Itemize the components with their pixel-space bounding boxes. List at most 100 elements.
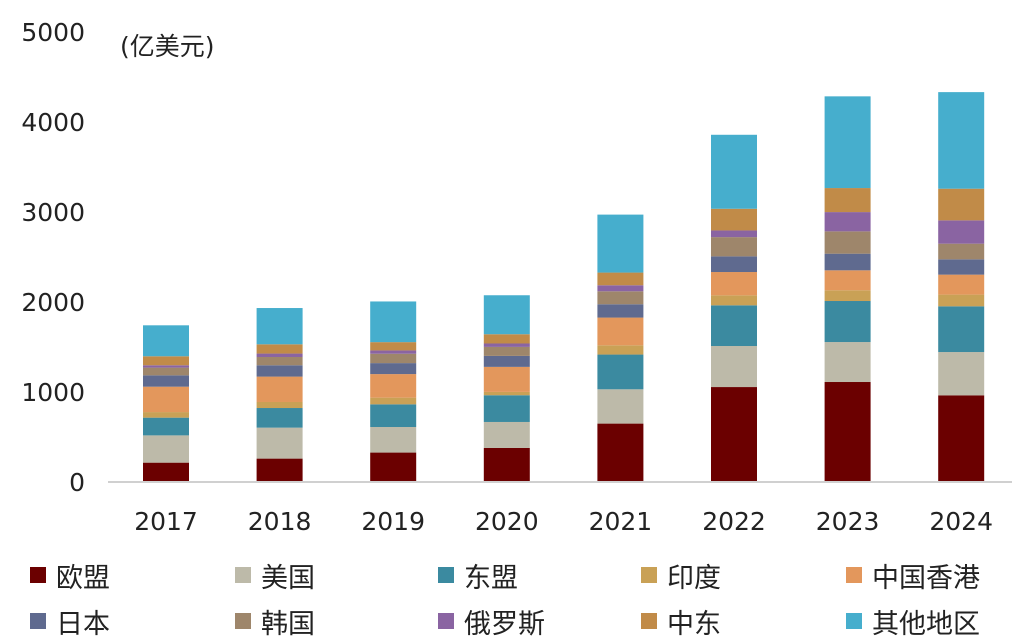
legend-label: 中东	[667, 608, 721, 640]
bar-segment-2019-7	[370, 350, 417, 354]
bar-segment-2018-0	[256, 458, 303, 482]
bar-segment-2021-8	[597, 272, 644, 286]
legend-label: 美国	[261, 562, 315, 594]
bar-segment-2017-0	[143, 462, 189, 482]
y-tick-label: 0	[69, 468, 85, 497]
legend-swatch	[235, 567, 251, 583]
legend-item: 其他地区	[846, 602, 1024, 640]
bar-segment-2020-5	[483, 355, 530, 367]
legend-label: 印度	[667, 562, 721, 594]
bar-segment-2018-2	[256, 408, 303, 428]
bar-segment-2018-8	[256, 344, 303, 354]
bar-segment-2022-5	[711, 256, 757, 273]
stacked-bar-chart: (亿美元) 0 1000 2000 3000 4000 5000 2017 2018 2019…	[21, 18, 1012, 536]
legend-label: 中国香港	[872, 562, 980, 594]
bar-segment-2021-0	[597, 423, 644, 482]
bar-segment-2021-1	[597, 389, 644, 424]
bar-segment-2021-6	[597, 291, 644, 305]
legend-item: 中国香港	[846, 556, 1024, 594]
bar-segment-2024-0	[938, 395, 985, 482]
bar-segment-2018-7	[256, 353, 303, 357]
bar-segment-2021-9	[597, 214, 644, 273]
bar-segment-2020-4	[483, 366, 530, 392]
legend-label: 欧盟	[56, 562, 110, 594]
legend-label: 俄罗斯	[464, 608, 545, 640]
legend-item: 东盟	[438, 556, 641, 594]
legend-item: 韩国	[235, 602, 438, 640]
bar-segment-2017-6	[143, 367, 189, 376]
legend-label: 韩国	[261, 608, 315, 640]
x-tick-label: 2024	[929, 507, 993, 536]
legend-item: 印度	[641, 556, 846, 594]
bar-segment-2020-9	[483, 295, 530, 335]
bar-segment-2024-9	[938, 92, 985, 189]
legend-swatch	[641, 567, 657, 583]
bar-segment-2022-1	[711, 346, 757, 388]
y-tick-label: 4000	[21, 108, 85, 137]
bar-segment-2023-0	[824, 382, 871, 482]
bar-segment-2023-8	[824, 188, 871, 213]
bar-segment-2022-9	[711, 134, 757, 209]
legend-swatch	[438, 613, 454, 629]
bar-segment-2024-7	[938, 220, 985, 244]
bar-segment-2019-3	[370, 397, 417, 405]
bar-segment-2022-7	[711, 230, 757, 238]
bar-segment-2023-6	[824, 231, 871, 254]
bar-segment-2023-9	[824, 96, 871, 189]
bar-segment-2024-6	[938, 243, 985, 260]
bar-segment-2022-6	[711, 237, 757, 257]
bar-segment-2022-4	[711, 272, 757, 296]
legend-item: 俄罗斯	[438, 602, 641, 640]
bar-segment-2019-1	[370, 427, 417, 453]
bar-segment-2023-1	[824, 342, 871, 383]
bar-segment-2021-4	[597, 317, 644, 346]
bar-segment-2022-3	[711, 295, 757, 306]
bar-segment-2017-1	[143, 435, 189, 463]
bar-segment-2021-5	[597, 304, 644, 318]
bar-segment-2017-9	[143, 325, 189, 357]
x-tick-label: 2018	[248, 507, 312, 536]
bars	[143, 92, 985, 482]
y-tick-label: 1000	[21, 378, 85, 407]
bar-segment-2023-3	[824, 290, 871, 302]
bar-segment-2022-0	[711, 387, 757, 482]
legend-label: 东盟	[464, 562, 518, 594]
bar-segment-2018-1	[256, 427, 303, 459]
x-tick-label: 2019	[361, 507, 425, 536]
legend-label: 日本	[56, 608, 110, 640]
bar-segment-2019-6	[370, 353, 417, 364]
bar-segment-2018-4	[256, 376, 303, 402]
bar-segment-2020-7	[483, 343, 530, 347]
bar-segment-2023-5	[824, 253, 871, 271]
bar-segment-2020-2	[483, 395, 530, 422]
legend-swatch	[438, 567, 454, 583]
bar-segment-2017-4	[143, 386, 189, 413]
legend: 欧盟 美国 东盟 印度 中国香港 日本 韩国 俄罗斯 中东 其他地区	[30, 556, 1020, 640]
legend-item: 美国	[235, 556, 438, 594]
legend-swatch	[846, 567, 862, 583]
bar-segment-2020-0	[483, 447, 530, 482]
bar-segment-2024-4	[938, 274, 985, 295]
bar-segment-2024-5	[938, 259, 985, 275]
legend-swatch	[235, 613, 251, 629]
bar-segment-2017-8	[143, 356, 189, 366]
bar-segment-2023-7	[824, 212, 871, 232]
bar-segment-2019-0	[370, 452, 417, 482]
legend-swatch	[30, 613, 46, 629]
bar-segment-2021-2	[597, 354, 644, 390]
legend-item: 日本	[30, 602, 235, 640]
y-tick-label: 5000	[21, 18, 85, 47]
bar-segment-2018-5	[256, 365, 303, 377]
x-axis: 2017 2018 2019 2020 2021 2022 2023 2024	[134, 507, 993, 536]
bar-segment-2020-6	[483, 346, 530, 356]
bar-segment-2017-7	[143, 365, 189, 368]
bar-segment-2023-4	[824, 270, 871, 291]
bar-segment-2017-5	[143, 375, 189, 387]
bar-segment-2018-9	[256, 308, 303, 345]
bar-segment-2021-3	[597, 345, 644, 355]
bar-segment-2018-3	[256, 401, 303, 409]
bar-segment-2022-8	[711, 208, 757, 231]
bar-segment-2019-9	[370, 301, 417, 343]
legend-swatch	[641, 613, 657, 629]
bar-segment-2021-7	[597, 285, 644, 292]
